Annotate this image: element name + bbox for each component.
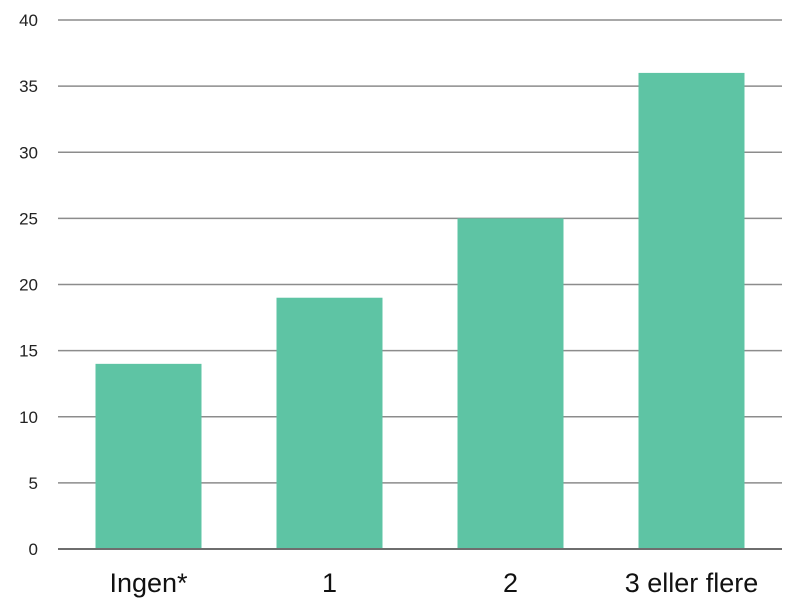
y-tick-label: 5 (29, 474, 38, 493)
bar (638, 72, 745, 550)
y-axis-tick-labels: 0 5 10 15 20 25 30 35 40 (19, 11, 38, 559)
y-tick-label: 0 (29, 540, 38, 559)
y-tick-label: 10 (19, 408, 38, 427)
x-tick-label: 3 eller flere (625, 568, 759, 598)
bars (95, 72, 745, 550)
bar (457, 218, 564, 549)
bar (95, 363, 202, 549)
bar (276, 297, 383, 549)
y-tick-label: 20 (19, 276, 38, 295)
y-tick-label: 35 (19, 77, 38, 96)
y-tick-label: 30 (19, 143, 38, 162)
y-tick-label: 40 (19, 11, 38, 30)
x-tick-label: 2 (503, 568, 518, 598)
x-tick-label: 1 (322, 568, 337, 598)
x-tick-label: Ingen* (109, 568, 188, 598)
x-axis-tick-labels: Ingen* 1 2 3 eller flere (109, 568, 758, 598)
y-tick-label: 15 (19, 342, 38, 361)
y-tick-label: 25 (19, 209, 38, 228)
